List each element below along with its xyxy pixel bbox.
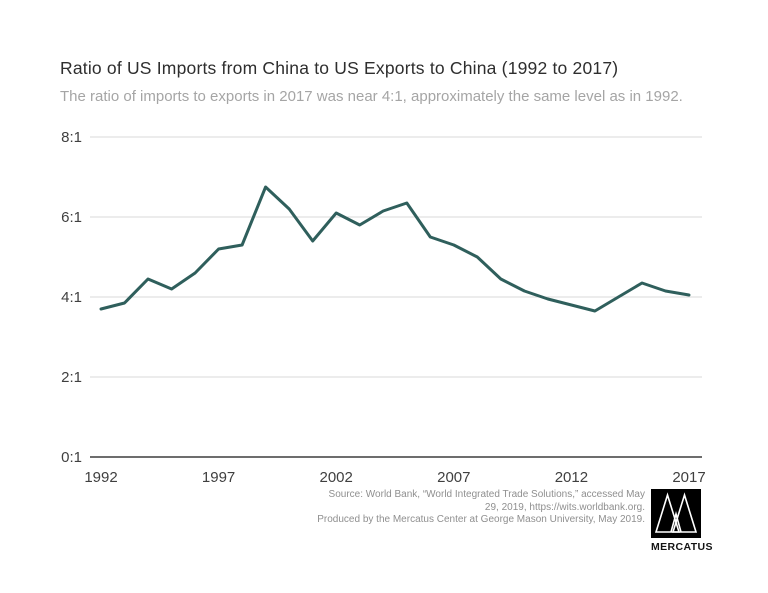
x-tick-label: 2012	[555, 469, 588, 486]
y-tick-label: 6:1	[61, 209, 82, 226]
mercatus-logo: MERCATUS	[651, 489, 713, 553]
x-tick-label: 1997	[202, 469, 235, 486]
y-tick-label: 0:1	[61, 449, 82, 466]
source-line: 29, 2019, https://wits.worldbank.org.	[484, 501, 645, 513]
source-note: Source: World Bank, “World Integrated Tr…	[315, 489, 645, 527]
mercatus-logo-wordmark: MERCATUS	[651, 541, 713, 553]
source-line: Produced by the Mercatus Center at Georg…	[317, 514, 645, 525]
x-tick-label: 2017	[672, 469, 705, 486]
chart-subtitle: The ratio of imports to exports in 2017 …	[60, 88, 683, 105]
ratio-line	[99, 185, 691, 313]
x-tick-label: 2002	[320, 469, 353, 486]
y-tick-label: 4:1	[61, 289, 82, 306]
chart-title: Ratio of US Imports from China to US Exp…	[60, 58, 619, 78]
source-line: Source: World Bank, “World Integrated Tr…	[328, 489, 645, 500]
x-tick-label: 2007	[437, 469, 470, 486]
x-tick-label: 1992	[84, 469, 117, 486]
y-tick-label: 8:1	[61, 129, 82, 146]
mercatus-logo-icon	[651, 489, 701, 538]
y-tick-label: 2:1	[61, 369, 82, 386]
